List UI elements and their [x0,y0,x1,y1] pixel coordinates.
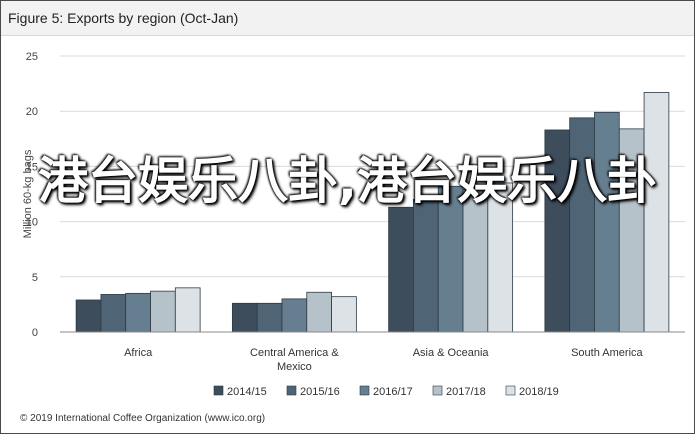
bar [462,189,489,333]
bar [594,111,620,333]
copyright-footer: © 2019 International Coffee Organization… [20,413,266,424]
bar [125,292,151,333]
bar [231,302,258,333]
y-axis-label: Million 60-kg bags [22,149,34,238]
bar [331,296,357,333]
category-label: South America [571,347,643,359]
category-label: Asia & Oceania [413,347,490,359]
legend-swatch [432,385,443,396]
y-tick-label: 25 [26,51,38,63]
bar [174,287,201,333]
bar [643,92,670,333]
y-tick-label: 15 [26,161,38,173]
legend-label: 2015/16 [300,386,340,398]
bar [281,298,308,333]
legend-label: 2016/17 [373,386,413,398]
legend-swatch [359,385,370,396]
bar [618,128,645,333]
bar [413,199,439,333]
legend-label: 2018/19 [519,386,559,398]
legend-swatch [505,385,516,396]
title-bar: Figure 5: Exports by region (Oct-Jan) [1,1,694,36]
bar [100,294,127,333]
category-label: Mexico [277,361,312,373]
bar [306,291,332,333]
category-label: Central America & [250,347,339,359]
chart-title: Figure 5: Exports by region (Oct-Jan) [8,10,239,26]
bar [75,299,102,333]
y-tick-label: 10 [26,217,38,229]
legend-swatch [286,385,297,396]
watermark-overlay-text: 港台娱乐八卦,港台娱乐八卦 [38,152,657,210]
bar [256,302,283,333]
y-tick-label: 20 [26,106,38,118]
legend-label: 2017/18 [446,386,486,398]
bar [487,182,514,333]
y-tick-label: 0 [32,327,38,339]
bar [150,290,176,333]
legend-label: 2014/15 [227,386,267,398]
legend-swatch [213,385,224,396]
bar [388,206,414,333]
y-tick-label: 5 [32,272,38,284]
category-label: Africa [124,347,153,359]
